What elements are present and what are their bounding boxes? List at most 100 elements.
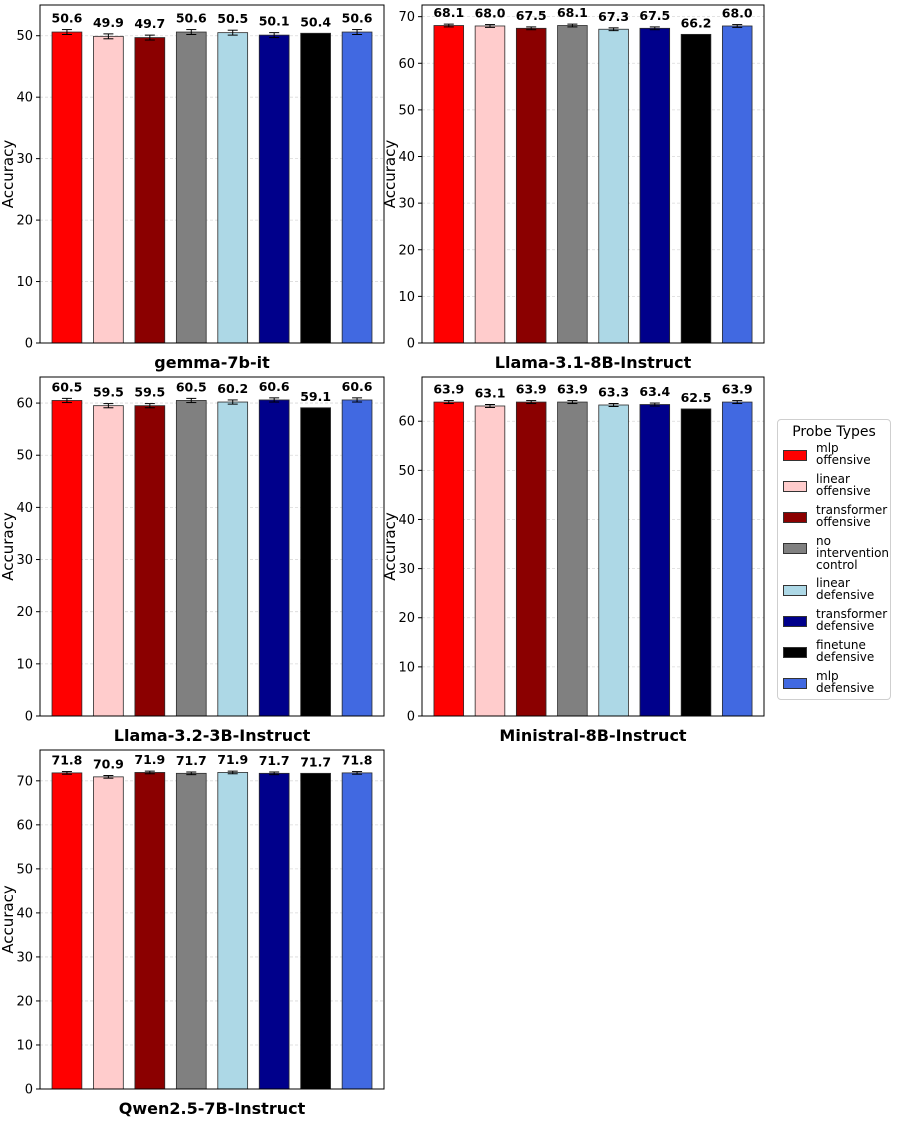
bar-value-label: 71.7 [176,753,207,768]
chart-title: Ministral-8B-Instruct [499,726,687,745]
bar-value-label: 71.9 [134,752,165,767]
bar [134,772,166,1090]
legend-label: linear offensive [816,472,871,498]
bar [175,31,207,344]
legend-label: linear defensive [816,576,875,602]
chart-panel: 0 10 20 30 40 50 60 63.9 63.1 63.9 63.9 63.3 63.4 62.… [381,376,765,745]
y-axis-label: Accuracy [381,512,399,581]
bar [51,772,83,1090]
y-tick-label: 20 [398,611,415,626]
bar-value-label: 71.8 [342,753,373,768]
legend-swatch [783,678,807,689]
plot-frame [421,4,765,344]
y-tick-label: 30 [16,950,33,965]
legend-swatch [783,616,807,627]
plot-frame [39,749,385,1090]
bar-value-label: 71.7 [300,754,331,769]
legend-swatch [783,543,807,554]
legend-label: transformer offensive [816,503,888,529]
bar [515,27,547,344]
bar-value-label: 67.5 [639,8,670,23]
chart-title: Qwen2.5-7B-Instruct [119,1099,306,1118]
bar-value-label: 50.1 [259,14,290,29]
legend-label: transformer defensive [816,607,888,633]
legend-item: mlp offensive [778,442,890,473]
chart-panel: 0 10 20 30 40 50 50.6 49.9 49.7 50.6 50.5 50.1 50.4 5… [0,4,385,372]
bar-value-label: 60.6 [342,379,373,394]
bar-value-label: 60.6 [259,379,290,394]
bar-value-label: 49.7 [134,16,165,31]
legend-item: transformer offensive [778,504,890,535]
y-tick-label: 50 [16,449,33,464]
bar-value-label: 67.5 [516,8,547,23]
bar [639,404,671,717]
bar [557,401,588,717]
bar-value-label: 63.9 [722,382,753,397]
bar [680,408,712,717]
bar [217,772,249,1090]
legend-swatch [783,647,807,658]
bar-value-label: 63.3 [598,385,629,400]
chart-title: gemma-7b-it [154,353,270,372]
bar-value-label: 71.7 [259,753,290,768]
bar-value-label: 60.5 [52,379,83,394]
bar-value-label: 71.9 [217,752,248,767]
chart-panel: 0 10 20 30 40 50 60 70 68.1 68.0 67.5 68.1 67.3 67.5 6… [381,4,765,372]
legend-item: transformer defensive [778,608,890,639]
bar [217,32,249,344]
bar [515,401,547,717]
y-axis-label: Accuracy [0,885,17,954]
bar [433,401,465,717]
bar-value-label: 63.1 [475,386,506,401]
bar [300,407,331,717]
y-tick-label: 50 [398,103,415,118]
plot-frame [39,376,385,717]
bar-value-label: 59.1 [300,389,331,404]
bar [474,25,506,344]
y-tick-label: 70 [398,10,415,25]
legend-label: mlp offensive [816,441,871,467]
bar-value-label: 70.9 [93,757,124,772]
bar-value-label: 63.9 [516,382,547,397]
y-tick-label: 30 [16,152,33,167]
y-tick-label: 50 [16,29,33,44]
bar [93,35,124,344]
y-tick-label: 0 [407,337,415,352]
bar [598,404,629,717]
y-tick-label: 0 [25,1083,33,1098]
chart-title: Llama-3.1-8B-Instruct [495,353,692,372]
y-tick-label: 50 [16,862,33,877]
bar [258,34,290,344]
bar [300,772,331,1090]
bar-value-label: 63.9 [433,382,464,397]
legend-item: no intervention control [778,535,890,577]
bar-value-label: 62.5 [681,390,712,405]
y-tick-label: 50 [398,464,415,479]
bar [721,401,753,717]
bar-value-label: 67.3 [598,9,629,24]
bar [341,399,373,717]
bar [217,401,249,717]
legend-swatch [783,512,807,523]
y-tick-label: 0 [25,337,33,352]
bar [680,33,712,344]
y-axis-label: Accuracy [381,140,399,209]
bar-value-label: 59.5 [93,385,124,400]
legend-label: mlp defensive [816,669,875,695]
y-tick-label: 70 [16,774,33,789]
y-tick-label: 60 [16,818,33,833]
legend-label: no intervention control [816,534,890,572]
bar [134,37,166,344]
plot-frame [39,4,385,344]
bar-value-label: 50.5 [217,11,248,26]
bar [175,400,207,717]
legend-item: linear offensive [778,473,890,504]
bar [134,405,166,717]
chart-panel: 0 10 20 30 40 50 60 60.5 59.5 59.5 60.5 60.2 60.6 59.… [0,376,385,745]
bar [557,25,588,344]
legend-swatch [783,450,807,461]
bar [51,31,83,344]
y-tick-label: 0 [25,710,33,725]
y-tick-label: 40 [16,501,33,516]
